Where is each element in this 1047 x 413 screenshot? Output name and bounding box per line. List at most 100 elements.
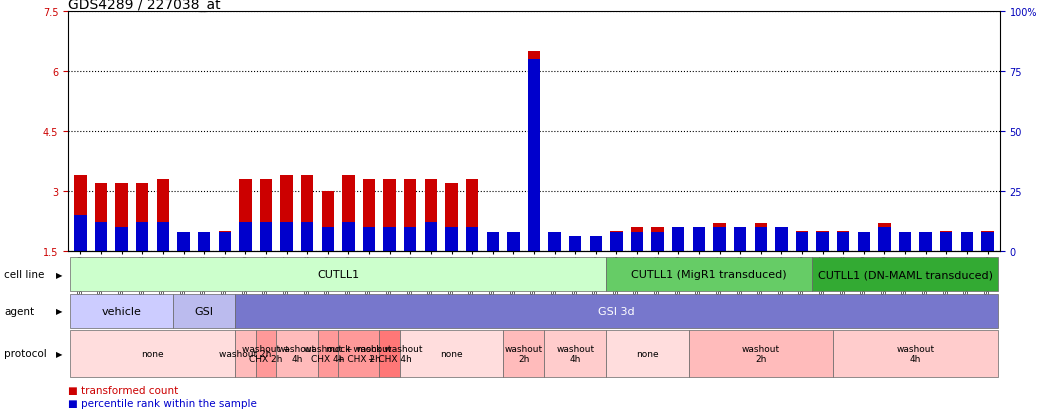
Bar bbox=[445, 227, 458, 251]
Bar bbox=[198, 232, 210, 251]
Bar bbox=[239, 223, 251, 251]
Text: cell line: cell line bbox=[4, 270, 45, 280]
Text: CUTLL1 (MigR1 transduced): CUTLL1 (MigR1 transduced) bbox=[631, 270, 787, 280]
Bar bbox=[115, 227, 128, 251]
Bar bbox=[404, 180, 417, 251]
Bar bbox=[775, 227, 787, 251]
Bar bbox=[445, 183, 458, 251]
Text: vehicle: vehicle bbox=[102, 306, 141, 316]
Bar bbox=[404, 227, 417, 251]
Bar bbox=[198, 235, 210, 251]
Bar bbox=[919, 232, 932, 251]
Bar bbox=[755, 227, 766, 251]
Bar bbox=[342, 176, 355, 251]
Bar bbox=[940, 231, 953, 251]
Bar bbox=[425, 223, 437, 251]
Bar bbox=[755, 223, 766, 251]
Bar bbox=[651, 232, 664, 251]
Text: ▶: ▶ bbox=[57, 349, 63, 358]
Text: GSI 3d: GSI 3d bbox=[598, 306, 634, 316]
Bar bbox=[878, 227, 891, 251]
Text: ■ transformed count: ■ transformed count bbox=[68, 385, 178, 395]
Bar bbox=[569, 237, 581, 251]
Bar bbox=[693, 227, 705, 251]
Bar bbox=[713, 223, 726, 251]
Bar bbox=[878, 223, 891, 251]
Bar bbox=[95, 183, 107, 251]
Bar bbox=[837, 232, 849, 251]
Bar bbox=[940, 232, 953, 251]
Bar bbox=[383, 227, 396, 251]
Bar bbox=[302, 223, 313, 251]
Bar bbox=[734, 227, 747, 251]
Bar bbox=[425, 180, 437, 251]
Bar bbox=[899, 232, 911, 251]
Bar bbox=[466, 227, 478, 251]
Bar bbox=[549, 239, 561, 251]
Bar bbox=[672, 227, 685, 251]
Bar bbox=[177, 232, 190, 251]
Text: ■ percentile rank within the sample: ■ percentile rank within the sample bbox=[68, 398, 257, 408]
Bar bbox=[857, 239, 870, 251]
Bar bbox=[260, 223, 272, 251]
Bar bbox=[177, 239, 190, 251]
Bar bbox=[466, 180, 478, 251]
Text: washout
4h: washout 4h bbox=[556, 344, 595, 363]
Text: ▶: ▶ bbox=[57, 306, 63, 316]
Text: CUTLL1: CUTLL1 bbox=[317, 270, 359, 280]
Bar bbox=[961, 232, 973, 251]
Text: GSI: GSI bbox=[195, 306, 214, 316]
Bar bbox=[507, 232, 519, 251]
Bar bbox=[95, 223, 107, 251]
Bar bbox=[342, 223, 355, 251]
Bar bbox=[981, 231, 994, 251]
Text: none: none bbox=[141, 349, 164, 358]
Text: mock washout
+ CHX 4h: mock washout + CHX 4h bbox=[357, 344, 422, 363]
Text: washout
4h: washout 4h bbox=[896, 344, 934, 363]
Text: CUTLL1 (DN-MAML transduced): CUTLL1 (DN-MAML transduced) bbox=[818, 270, 993, 280]
Bar bbox=[651, 227, 664, 251]
Bar bbox=[817, 232, 829, 251]
Bar bbox=[569, 239, 581, 251]
Bar bbox=[260, 180, 272, 251]
Bar bbox=[672, 227, 685, 251]
Bar bbox=[610, 231, 623, 251]
Text: washout 2h: washout 2h bbox=[219, 349, 271, 358]
Bar bbox=[507, 239, 519, 251]
Bar bbox=[899, 239, 911, 251]
Text: agent: agent bbox=[4, 306, 35, 316]
Bar bbox=[157, 223, 169, 251]
Bar bbox=[239, 180, 251, 251]
Text: washout
2h: washout 2h bbox=[505, 344, 542, 363]
Bar bbox=[919, 239, 932, 251]
Bar bbox=[219, 232, 231, 251]
Bar bbox=[281, 223, 293, 251]
Bar bbox=[693, 227, 705, 251]
Bar bbox=[796, 232, 808, 251]
Text: washout
2h: washout 2h bbox=[741, 344, 780, 363]
Bar bbox=[363, 180, 375, 251]
Text: washout +
CHX 4h: washout + CHX 4h bbox=[304, 344, 352, 363]
Bar bbox=[321, 227, 334, 251]
Text: washout +
CHX 2h: washout + CHX 2h bbox=[242, 344, 290, 363]
Bar bbox=[383, 180, 396, 251]
Text: washout
4h: washout 4h bbox=[277, 344, 316, 363]
Bar bbox=[136, 183, 149, 251]
Bar bbox=[74, 215, 87, 251]
Bar bbox=[837, 231, 849, 251]
Text: none: none bbox=[440, 349, 463, 358]
Bar bbox=[961, 239, 973, 251]
Bar bbox=[734, 227, 747, 251]
Text: mock washout
+ CHX 2h: mock washout + CHX 2h bbox=[326, 344, 392, 363]
Bar bbox=[528, 60, 540, 251]
Text: protocol: protocol bbox=[4, 349, 47, 358]
Bar bbox=[487, 243, 499, 251]
Bar bbox=[775, 227, 787, 251]
Bar bbox=[321, 191, 334, 251]
Bar bbox=[363, 227, 375, 251]
Bar bbox=[74, 176, 87, 251]
Bar bbox=[219, 231, 231, 251]
Bar bbox=[115, 183, 128, 251]
Text: GDS4289 / 227038_at: GDS4289 / 227038_at bbox=[68, 0, 221, 12]
Bar bbox=[157, 180, 169, 251]
